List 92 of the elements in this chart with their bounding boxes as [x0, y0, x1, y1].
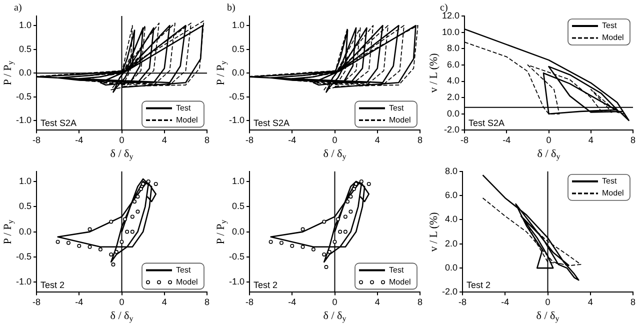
legend-label: Test: [176, 265, 192, 274]
y-tick-label: 6.0: [447, 59, 460, 70]
x-tick-label: -4: [288, 297, 296, 308]
chart-title: b): [227, 2, 236, 14]
y-tick-label: 1.0: [18, 176, 32, 186]
legend-label: Test: [389, 103, 404, 112]
x-tick-label: 0: [119, 135, 124, 146]
y-tick-label: 0.5: [18, 44, 32, 54]
y-tick-label: -1.0: [228, 276, 245, 287]
x-tick-label: 0: [119, 297, 124, 308]
x-tick-label: -8: [246, 297, 254, 308]
x-tick-label: 4: [162, 297, 167, 308]
x-tick-label: 8: [204, 297, 210, 308]
y-tick-label: 0.5: [18, 201, 32, 212]
x-tick-label: -4: [288, 135, 296, 146]
annotation: Test 2: [466, 280, 491, 290]
y-tick-label: -2.0: [444, 124, 460, 135]
legend-label: Test: [602, 21, 618, 30]
legend-label: Model: [602, 188, 624, 198]
x-axis-title: δ / δ$_{y}$: [535, 310, 560, 324]
y-tick-label: -0.5: [16, 251, 32, 262]
x-axis-title: δ / δ$_{y}$: [322, 310, 348, 324]
x-tick-label: 4: [588, 135, 594, 146]
y-tick-label: 0.0: [447, 108, 460, 118]
legend-label: Test: [176, 103, 192, 112]
x-tick-label: -4: [75, 297, 84, 308]
y-tick-label: 2.0: [447, 92, 460, 102]
x-axis-title: δ / δ$_{y}$: [109, 310, 134, 324]
y-tick-label: -0.5: [228, 91, 245, 102]
y-tick-label: 8.0: [447, 43, 460, 54]
annotation: Test S2A: [468, 118, 505, 128]
annotation: Test 2: [40, 280, 65, 290]
x-tick-label: 8: [630, 135, 636, 146]
x-tick-label: 0: [332, 297, 338, 308]
y-tick-label: -1.0: [16, 115, 32, 126]
x-tick-label: 8: [417, 297, 423, 308]
x-tick-label: 8: [204, 135, 210, 146]
chart-title: a): [14, 2, 22, 14]
y-tick-label: -2.0: [442, 286, 458, 297]
x-tick-label: 0: [545, 297, 550, 308]
x-tick-label: -8: [32, 297, 41, 308]
y-tick-label: 0.0: [18, 226, 32, 236]
y-tick-label: 0.0: [444, 262, 458, 273]
y-tick-label: 1.0: [232, 20, 245, 30]
y-tick-label: 1.0: [232, 176, 245, 186]
legend-label: Test: [389, 265, 404, 274]
legend-label: Model: [389, 277, 412, 286]
annotation: Test S2A: [40, 118, 77, 128]
y-axis-title: v / L (%): [428, 212, 440, 252]
legend-label: Model: [602, 33, 624, 42]
x-tick-label: 4: [374, 297, 380, 308]
x-tick-label: -8: [32, 135, 41, 146]
legend-label: Test: [602, 176, 618, 186]
y-tick-label: -1.0: [228, 115, 245, 126]
x-tick-label: -4: [501, 297, 510, 308]
y-axis-title: v / L (%): [428, 53, 440, 93]
y-tick-label: -0.5: [16, 91, 32, 102]
x-tick-label: 8: [630, 297, 636, 308]
y-tick-label: 2.0: [444, 238, 458, 248]
y-tick-label: 0.0: [232, 226, 245, 236]
y-tick-label: -1.0: [16, 276, 32, 287]
x-tick-label: -8: [460, 135, 469, 146]
x-tick-label: -8: [246, 135, 254, 146]
chart-title: c): [440, 2, 448, 14]
legend-label: Model: [389, 115, 412, 124]
legend-label: Model: [176, 277, 198, 286]
x-axis-title: δ / δ$_{y}$: [322, 148, 348, 162]
x-tick-label: -4: [502, 135, 511, 146]
x-axis-title: δ / δ$_{y}$: [109, 148, 134, 162]
x-tick-label: 4: [374, 135, 380, 146]
x-tick-label: 0: [332, 135, 338, 146]
x-tick-label: 4: [162, 135, 167, 146]
y-tick-label: 4.0: [447, 76, 460, 86]
y-tick-label: 0.0: [18, 68, 32, 78]
y-tick-label: 0.5: [232, 201, 245, 212]
x-tick-label: -8: [458, 297, 467, 308]
annotation: Test 2: [254, 280, 278, 290]
y-tick-label: -0.5: [228, 251, 245, 262]
y-tick-label: 4.0: [444, 214, 458, 224]
y-tick-label: 8.0: [444, 166, 458, 176]
y-tick-label: 0.5: [232, 44, 245, 54]
x-axis-title: δ / δ$_{y}$: [536, 148, 562, 162]
y-tick-label: 6.0: [444, 190, 458, 200]
y-tick-label: 1.0: [18, 20, 32, 30]
y-tick-label: 10.0: [442, 26, 460, 37]
x-tick-label: 4: [588, 297, 593, 308]
x-tick-label: -4: [75, 135, 84, 146]
x-tick-label: 8: [417, 135, 423, 146]
legend-label: Model: [176, 115, 198, 124]
x-tick-label: 0: [546, 135, 552, 146]
y-tick-label: 0.0: [232, 68, 245, 78]
annotation: Test S2A: [254, 118, 290, 128]
